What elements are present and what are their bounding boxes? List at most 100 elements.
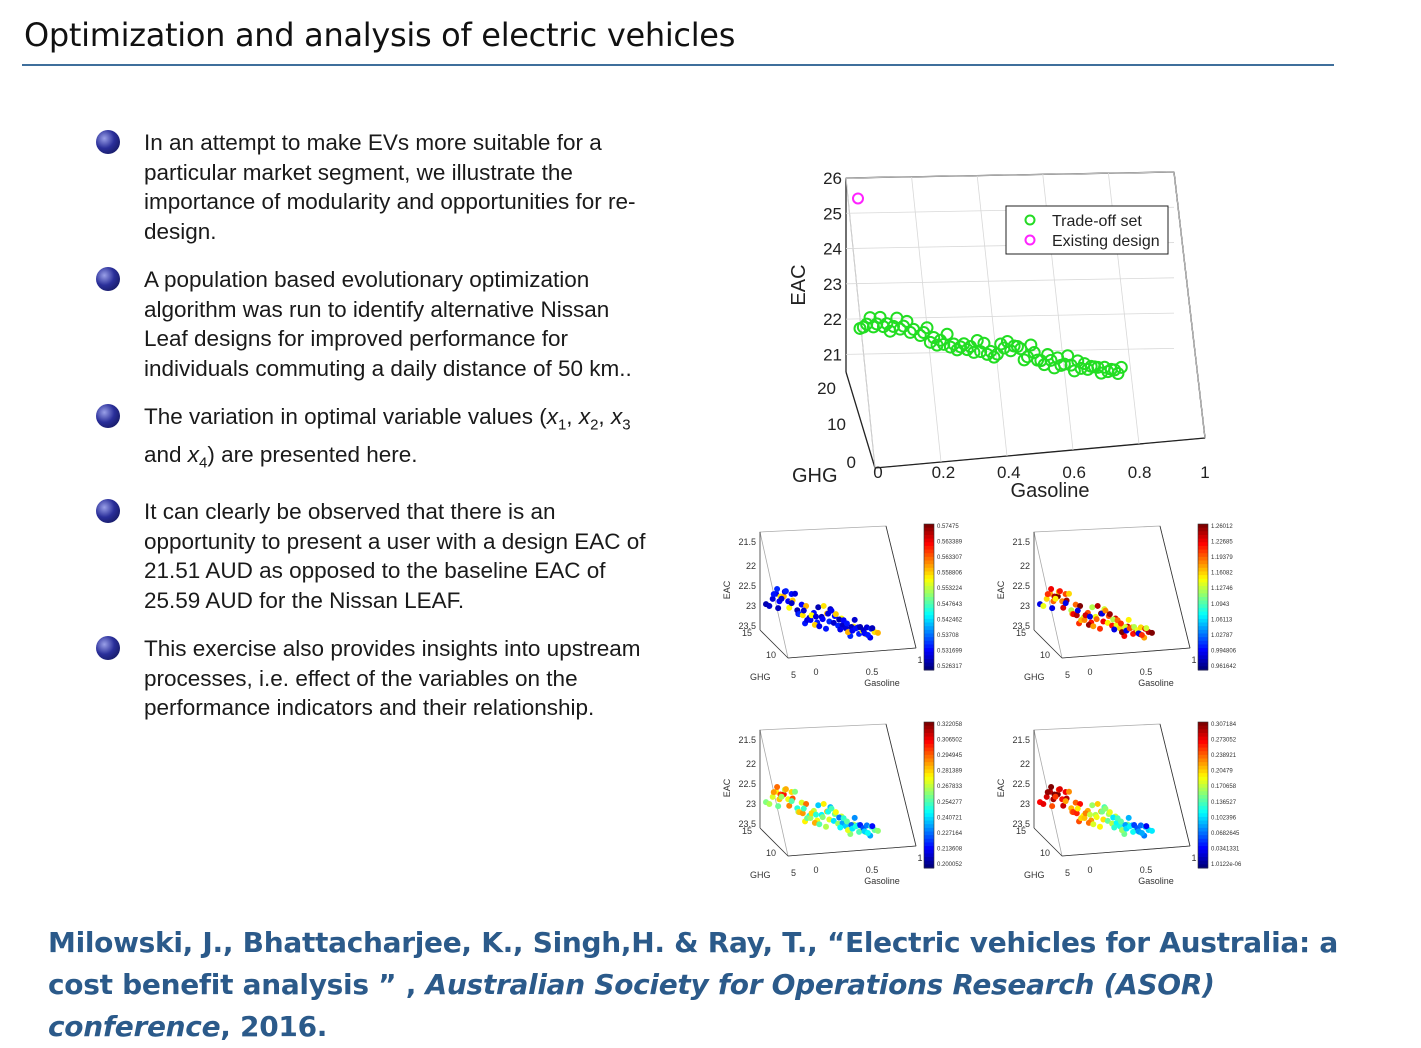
mini-data-point: [1106, 809, 1113, 816]
mini-ghg-tick: 15: [1016, 628, 1026, 638]
mini-data-point: [1104, 817, 1111, 824]
colorbar-segment: [924, 736, 934, 741]
mini-data-point: [815, 604, 822, 611]
colorbar-segment: [924, 842, 934, 847]
mini-data-point: [1074, 805, 1081, 812]
colorbar-segment: [924, 743, 934, 749]
colorbar-segment: [1198, 743, 1208, 749]
mini-gasoline-axis: [787, 845, 917, 857]
mini-data-point: [812, 613, 819, 620]
colorbar-tick-label: 0.306502: [937, 738, 963, 744]
main-chart-points: [852, 192, 1128, 381]
colorbar-tick-label: 0.102396: [1211, 815, 1237, 821]
colorbar-border: [1197, 523, 1209, 671]
colorbar-segment: [1198, 534, 1208, 540]
colorbar-segment: [1198, 827, 1208, 832]
colorbar-border: [1197, 721, 1209, 869]
colorbar-segment: [924, 549, 934, 554]
colorbar-tick-label: 0.240721: [937, 815, 963, 821]
mini-data-point: [820, 800, 827, 807]
z-grid-line: [845, 312, 1175, 320]
existing-design-point: [852, 192, 864, 205]
colorbar-segment: [924, 813, 934, 818]
colorbar-segment: [924, 622, 934, 627]
legend-existing-marker: [1024, 234, 1036, 246]
tradeoff-point: [1057, 357, 1071, 371]
mini-gasoline-label: Gasoline: [864, 876, 900, 886]
colorbar-segment: [924, 571, 934, 576]
tradeoff-point: [970, 334, 984, 348]
gasoline-tick-label: 1: [1200, 463, 1209, 482]
mini-ticks: 21.5 22 22.5 23 23.515 10 5 0 0.5 1: [1012, 735, 1196, 878]
mini-z-tick: 23: [746, 601, 756, 611]
colorbar-segment: [1198, 784, 1208, 789]
bullet-item: This exercise also provides insights int…: [96, 634, 656, 723]
mini-points: [763, 586, 881, 641]
colorbar-segment: [1198, 857, 1208, 862]
bullet-text: It can clearly be observed that there is…: [144, 499, 646, 613]
mini-ghg-axis: [759, 827, 789, 857]
colorbar-segment: [1198, 582, 1208, 587]
colorbar-segment: [924, 633, 934, 638]
mini-data-point: [816, 821, 823, 828]
colorbar-segment: [1198, 607, 1208, 613]
mini-z-tick: 22: [1020, 561, 1030, 571]
colorbar-segment: [924, 615, 934, 620]
mini-3d-scatter-chart-4: 21.5 22 22.5 23 23.515 10 5 0 0.5 1 EAC GHG Gasoline…: [996, 721, 1242, 886]
colorbar-segment: [1198, 787, 1208, 792]
mini-gasoline-label: Gasoline: [864, 678, 900, 688]
title-divider: [22, 64, 1334, 66]
colorbar-segment: [924, 662, 934, 667]
mini-ghg-label: GHG: [1024, 672, 1045, 682]
mini-ghg-tick: 10: [1040, 848, 1050, 858]
mini-data-point: [799, 810, 806, 817]
mini-3d-scatter-chart-3: 21.5 22 22.5 23 23.515 10 5 0 0.5 1 EAC GHG Gasoline…: [722, 721, 963, 886]
colorbar-segment: [924, 769, 934, 774]
mini-data-point: [1104, 619, 1111, 626]
mini-z-tick: 22: [746, 561, 756, 571]
colorbar-segment: [924, 765, 934, 770]
mini-ghg-tick: 15: [742, 628, 752, 638]
colorbar-segment: [924, 780, 934, 785]
mini-data-point: [782, 786, 789, 793]
mini-data-point: [832, 611, 839, 618]
mini-data-point: [837, 626, 844, 633]
tradeoff-point: [900, 314, 914, 328]
mini-data-point: [1117, 818, 1124, 825]
colorbar-tick-label: 0.238921: [1211, 753, 1237, 759]
colorbar-segment: [1198, 662, 1208, 667]
mini-data-point: [1111, 626, 1118, 633]
mini-gasoline-tick: 0.5: [866, 667, 879, 677]
mini-ghg-tick: 15: [742, 826, 752, 836]
z-grid-line: [845, 347, 1175, 355]
mini-data-point: [803, 603, 810, 610]
colorbar-segment: [1198, 736, 1208, 741]
mini-ghg-tick: 5: [791, 868, 796, 878]
colorbar-tick-label: 1.12746: [1211, 586, 1233, 592]
mini-colorbar: 1.26012 1.22685 1.19379 1.16082 1.12746 1.094…: [1197, 523, 1237, 671]
mini-data-point: [1110, 814, 1117, 821]
colorbar-segment: [924, 524, 934, 529]
legend-tradeoff-label: Trade-off set: [1052, 213, 1142, 230]
gasoline-tick-label: 0.4: [997, 463, 1021, 482]
z-tick-label: 22: [823, 310, 842, 329]
colorbar-segment: [1198, 820, 1208, 825]
colorbar-segment: [1198, 633, 1208, 638]
colorbar-segment: [1198, 589, 1208, 594]
mini-data-point: [1106, 611, 1113, 618]
mini-data-point: [816, 623, 823, 630]
colorbar-segment: [924, 644, 934, 649]
colorbar-segment: [924, 751, 934, 756]
colorbar-tick-label: 0.553224: [937, 586, 963, 592]
mini-z-tick: 22: [746, 759, 756, 769]
mini-data-point: [766, 603, 773, 610]
colorbar-segment: [924, 618, 934, 624]
colorbar-segment: [924, 611, 934, 616]
colorbar-tick-label: 0.227164: [937, 831, 963, 837]
mini-gasoline-tick: 0: [813, 667, 818, 677]
tradeoff-point: [927, 331, 941, 345]
mini-data-point: [1094, 800, 1101, 807]
colorbar-segment: [924, 553, 934, 558]
colorbar-segment: [1198, 553, 1208, 558]
colorbar-segment: [924, 820, 934, 825]
